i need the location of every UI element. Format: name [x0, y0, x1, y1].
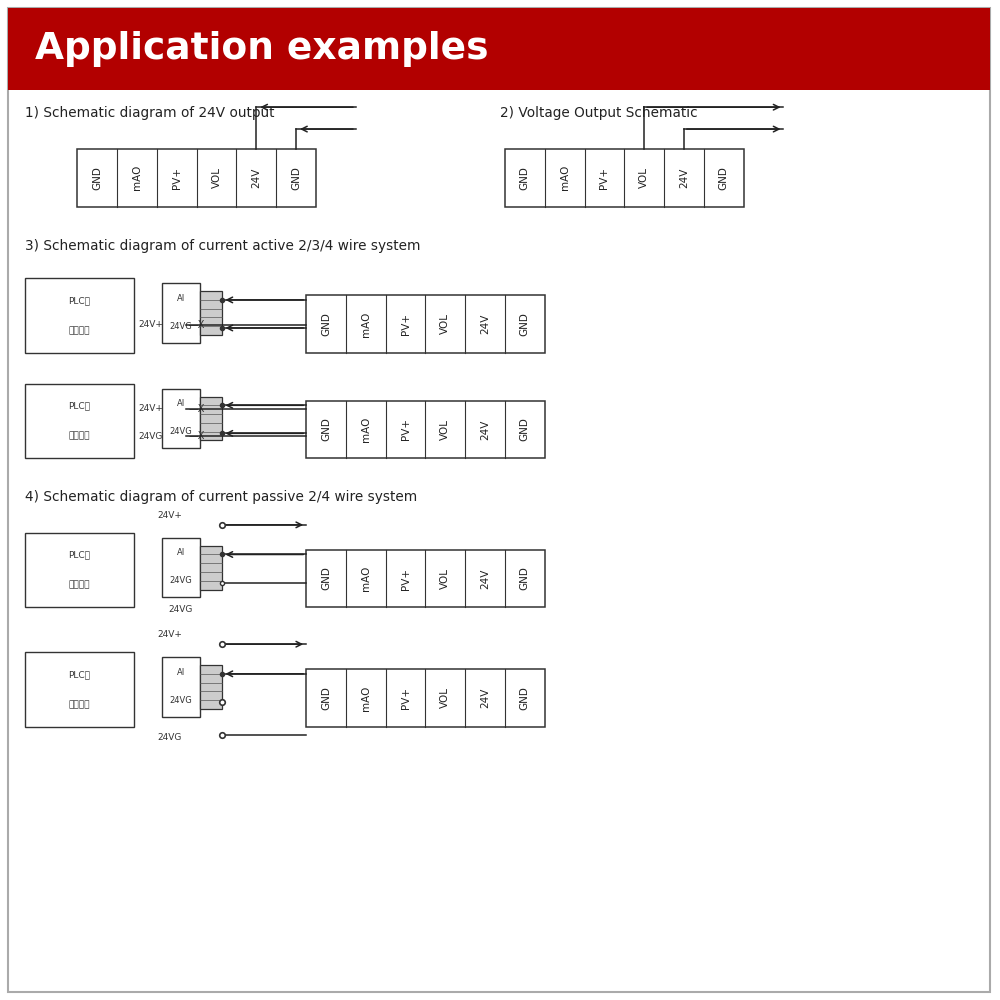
Text: —X: —X	[189, 320, 205, 330]
Text: GND: GND	[520, 417, 530, 441]
Text: 24VG: 24VG	[169, 696, 192, 705]
Text: 控制系统: 控制系统	[69, 700, 90, 709]
Text: 24VG: 24VG	[157, 733, 181, 742]
Text: GND: GND	[321, 417, 331, 441]
Bar	[162, 283, 200, 343]
Text: 1) Schematic diagram of 24V output: 1) Schematic diagram of 24V output	[25, 106, 274, 120]
Text: GND: GND	[291, 166, 301, 190]
Text: PLC等: PLC等	[68, 296, 90, 305]
Text: GND: GND	[321, 567, 331, 590]
Text: mAO: mAO	[132, 165, 142, 190]
Bar	[162, 389, 200, 448]
Text: PLC等: PLC等	[68, 670, 90, 679]
Bar	[8, 8, 990, 90]
Text: PV+: PV+	[401, 313, 411, 335]
Bar	[200, 665, 222, 709]
Text: GND: GND	[321, 312, 331, 336]
Text: 控制系统: 控制系统	[69, 581, 90, 590]
Bar	[200, 397, 222, 440]
Bar	[162, 657, 200, 717]
Bar	[77, 149, 316, 207]
Bar	[25, 278, 134, 353]
Text: PLC等: PLC等	[68, 402, 90, 411]
Bar	[162, 538, 200, 597]
Text: 24V+: 24V+	[138, 404, 163, 413]
Text: 24VG: 24VG	[169, 576, 192, 585]
Bar	[200, 546, 222, 589]
Text: VOL: VOL	[212, 167, 222, 188]
Text: 3) Schematic diagram of current active 2/3/4 wire system: 3) Schematic diagram of current active 2…	[25, 239, 420, 253]
Text: 24VG: 24VG	[169, 322, 192, 331]
Text: 24V: 24V	[480, 419, 490, 440]
Bar	[505, 149, 744, 207]
Text: GND: GND	[520, 166, 530, 190]
Text: 控制系统: 控制系统	[69, 431, 90, 440]
Text: 24V: 24V	[480, 688, 490, 708]
Text: GND: GND	[520, 567, 530, 590]
Text: 24V: 24V	[251, 168, 261, 188]
Text: —X: —X	[189, 404, 205, 414]
Bar	[306, 401, 545, 458]
Text: GND: GND	[520, 312, 530, 336]
Text: AI: AI	[177, 294, 185, 303]
Text: VOL: VOL	[440, 687, 450, 708]
Text: PV+: PV+	[172, 167, 182, 189]
Text: GND: GND	[92, 166, 102, 190]
Bar	[306, 669, 545, 727]
Text: mAO: mAO	[361, 685, 371, 711]
Text: AI: AI	[177, 399, 185, 408]
Text: PV+: PV+	[401, 568, 411, 590]
Bar	[306, 295, 545, 353]
Text: 24VG: 24VG	[138, 432, 162, 441]
Text: GND: GND	[719, 166, 729, 190]
Text: GND: GND	[321, 686, 331, 710]
Bar	[200, 291, 222, 335]
Text: AI: AI	[177, 548, 185, 557]
Text: 24VG: 24VG	[169, 427, 192, 436]
Text: 24V: 24V	[480, 314, 490, 334]
Text: VOL: VOL	[440, 568, 450, 589]
Text: PV+: PV+	[401, 687, 411, 709]
Text: 24V: 24V	[679, 168, 689, 188]
Text: 控制系统: 控制系统	[69, 326, 90, 335]
Text: PV+: PV+	[599, 167, 609, 189]
Text: 4) Schematic diagram of current passive 2/4 wire system: 4) Schematic diagram of current passive …	[25, 490, 417, 504]
Text: mAO: mAO	[361, 417, 371, 442]
Text: Application examples: Application examples	[35, 31, 488, 67]
Text: mAO: mAO	[560, 165, 570, 190]
Text: 24V+: 24V+	[157, 630, 182, 639]
Text: mAO: mAO	[361, 311, 371, 337]
Text: 24VG: 24VG	[169, 605, 193, 614]
Text: PV+: PV+	[401, 418, 411, 440]
Text: VOL: VOL	[440, 313, 450, 334]
Bar	[25, 384, 134, 458]
Text: 24V: 24V	[480, 568, 490, 589]
Bar	[306, 550, 545, 607]
Text: VOL: VOL	[639, 167, 649, 188]
Text: AI: AI	[177, 668, 185, 677]
Text: mAO: mAO	[361, 566, 371, 591]
Text: 2) Voltage Output Schematic: 2) Voltage Output Schematic	[500, 106, 698, 120]
Text: —X: —X	[189, 431, 205, 441]
Bar	[25, 652, 134, 727]
Text: VOL: VOL	[440, 419, 450, 440]
Text: GND: GND	[520, 686, 530, 710]
Bar	[25, 533, 134, 607]
Text: 24V+: 24V+	[157, 511, 182, 520]
Text: 24V+: 24V+	[138, 320, 163, 329]
Text: PLC等: PLC等	[68, 551, 90, 560]
